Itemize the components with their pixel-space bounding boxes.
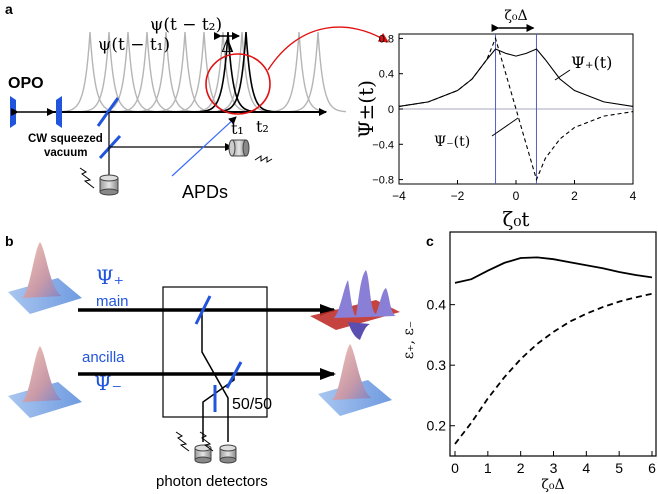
highlighted-pulse [218, 31, 274, 113]
y-tick-label: 0.3 [427, 357, 447, 373]
input-wavefunction-psi-minus [8, 346, 82, 418]
main-mode-label: main [96, 293, 129, 310]
psi-minus-leader-line [491, 117, 519, 137]
opo-mirror-left [10, 96, 16, 128]
blue-detection-arrow [171, 116, 237, 177]
psi-t2-label: ψ(t − t₂) [150, 15, 222, 35]
panel-c-plot-frame [449, 231, 657, 457]
opo-label: OPO [8, 75, 44, 92]
y-tick-label: 0.2 [427, 418, 447, 434]
x-tick-label: 6 [648, 460, 656, 476]
x-tick-label: 5 [615, 460, 623, 476]
psi-minus-series-label: Ψ₋(t) [434, 134, 470, 150]
lightning-icon [175, 431, 190, 452]
lightning-icon [199, 431, 214, 452]
opo-mirror-right [56, 96, 62, 128]
interferometer-path-1 [201, 310, 229, 442]
y-tick-label: −0.8 [372, 175, 394, 187]
apd-detector-2 [228, 139, 250, 157]
x-tick-label: 0 [513, 189, 520, 203]
pulse [214, 31, 270, 113]
panel-label-b: b [5, 233, 14, 249]
y-tick-label: 0.8 [379, 33, 394, 45]
panel-c-y-axis-label: ε₊, ε₋ [401, 321, 417, 359]
pulse [290, 31, 346, 113]
photon-detector-2 [219, 444, 237, 464]
input-wavefunction-psi-plus [8, 242, 82, 314]
psi-plus-series-label: Ψ₊(t) [571, 53, 612, 72]
epsilon-plus-curve [454, 256, 653, 284]
y-tick-label: −0.4 [372, 139, 394, 151]
panel-c-chart: 0 1 2 3 4 5 6 0.2 0.3 0.4 ζ₀Δ ε₊, ε₋ [401, 231, 657, 493]
inset-x-axis-label: ζ₀t [503, 207, 530, 231]
x-tick-label: −4 [392, 189, 406, 203]
zoom-circle [205, 53, 271, 115]
panel-c-x-axis-label: ζ₀Δ [541, 477, 564, 493]
zeta-delta-label: ζ₀Δ [504, 8, 527, 24]
panel-b-diagram: Ψ₊ main ancilla Ψ₋ 50/50 photon detector… [8, 242, 400, 490]
inset-y-axis-label: Ψ±(t) [354, 80, 378, 138]
y-tick-label: 0.4 [427, 297, 447, 313]
tap-splitter-main [194, 295, 212, 325]
x-tick-label: 4 [630, 189, 637, 203]
panel-a-diagram: OPO CW squeezed vacuum APDs ψ(t − t₁) ψ(… [8, 15, 389, 202]
squeezed-label-line1: CW squeezed [28, 133, 103, 145]
interferometer-box [162, 286, 268, 418]
psi-plus-input-label: Ψ₊ [96, 265, 124, 289]
panel-label-a: a [5, 1, 13, 17]
x-tick-label: 3 [550, 460, 558, 476]
psi-t1-label: ψ(t − t₁) [98, 35, 170, 55]
output-wavefunction-ancilla [318, 344, 392, 416]
beam-splitter-1 [96, 97, 120, 127]
apd-detector-1 [99, 174, 119, 196]
x-tick-label: −2 [451, 189, 465, 203]
lightning-icon [79, 167, 95, 189]
psi-plus-curve [398, 48, 634, 107]
squeezed-label-line2: vacuum [44, 147, 87, 159]
t1-label: t₁ [231, 119, 244, 138]
zoom-arrow [267, 26, 389, 71]
splitter-label: 50/50 [232, 396, 272, 413]
x-tick-label: 4 [582, 460, 590, 476]
pulse [271, 31, 327, 113]
tap-splitter-ancilla [225, 361, 243, 389]
panel-label-c: c [426, 233, 434, 249]
y-tick-label: 0 [388, 104, 394, 116]
ancilla-mode-label: ancilla [82, 349, 125, 366]
psi-plus-leader-line [554, 69, 571, 81]
t2-label: t₂ [256, 117, 269, 136]
lightning-icon [254, 155, 273, 163]
x-tick-label: 1 [484, 460, 492, 476]
output-wavefunction-main [310, 270, 400, 340]
delta-label: Δ [221, 36, 234, 57]
photon-detectors-label: photon detectors [156, 473, 268, 490]
x-tick-label: 0 [451, 460, 459, 476]
epsilon-minus-curve [454, 292, 653, 445]
x-tick-label: 2 [517, 460, 525, 476]
y-tick-label: 0.4 [379, 69, 394, 81]
apds-label: APDs [182, 182, 228, 202]
inset-chart: −4 −2 0 2 4 0.8 0.4 0 −0.4 −0.8 ζ₀Δ Ψ₊(t) Ψ₋(t) ζ… [354, 8, 637, 231]
x-tick-label: 2 [571, 189, 578, 203]
